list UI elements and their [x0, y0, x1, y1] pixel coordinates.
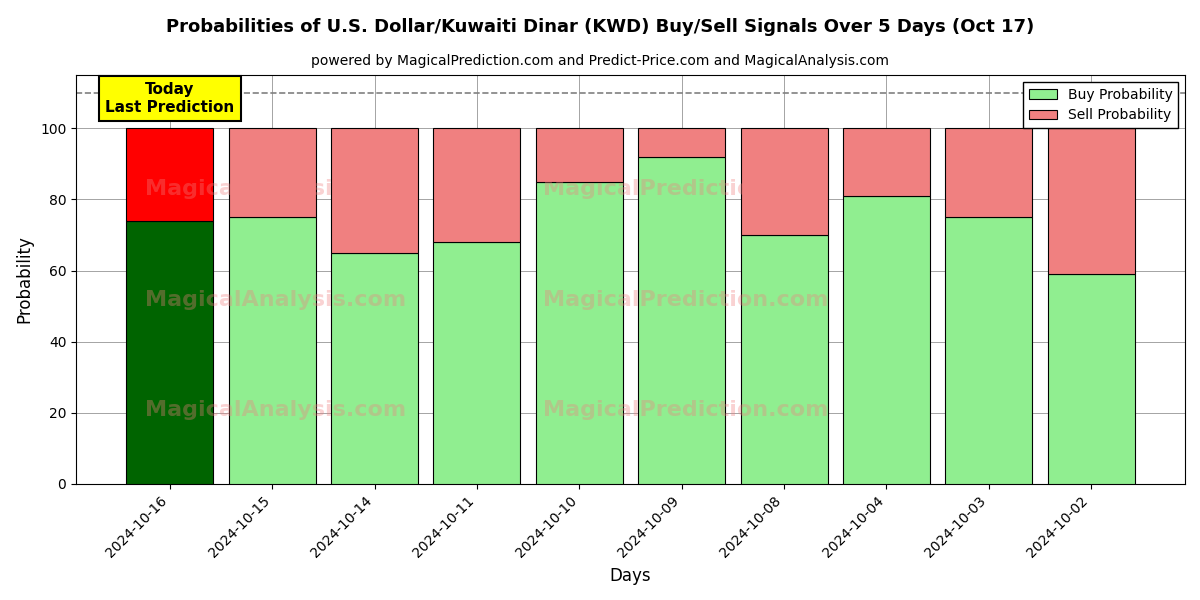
Text: MagicalPrediction.com: MagicalPrediction.com: [544, 400, 829, 420]
Bar: [740, 128, 828, 235]
Text: MagicalAnalysis.com: MagicalAnalysis.com: [145, 179, 407, 199]
Bar: [638, 157, 725, 484]
Bar: [1048, 274, 1134, 484]
Bar: [331, 253, 418, 484]
Text: MagicalAnalysis.com: MagicalAnalysis.com: [145, 290, 407, 310]
Text: MagicalAnalysis.com: MagicalAnalysis.com: [145, 400, 407, 420]
Bar: [433, 128, 521, 242]
Bar: [946, 128, 1032, 217]
Bar: [126, 128, 214, 221]
Bar: [126, 221, 214, 484]
Text: Probabilities of U.S. Dollar/Kuwaiti Dinar (KWD) Buy/Sell Signals Over 5 Days (O: Probabilities of U.S. Dollar/Kuwaiti Din…: [166, 18, 1034, 36]
Bar: [536, 128, 623, 182]
Bar: [229, 128, 316, 217]
Text: MagicalPrediction.com: MagicalPrediction.com: [544, 179, 829, 199]
Bar: [842, 128, 930, 196]
Bar: [331, 128, 418, 253]
Bar: [638, 128, 725, 157]
Legend: Buy Probability, Sell Probability: Buy Probability, Sell Probability: [1024, 82, 1178, 128]
Bar: [433, 242, 521, 484]
Bar: [229, 217, 316, 484]
Bar: [1048, 128, 1134, 274]
Text: powered by MagicalPrediction.com and Predict-Price.com and MagicalAnalysis.com: powered by MagicalPrediction.com and Pre…: [311, 54, 889, 68]
Text: MagicalPrediction.com: MagicalPrediction.com: [544, 290, 829, 310]
Text: Today
Last Prediction: Today Last Prediction: [106, 82, 234, 115]
Bar: [946, 217, 1032, 484]
X-axis label: Days: Days: [610, 567, 652, 585]
Bar: [536, 182, 623, 484]
Y-axis label: Probability: Probability: [14, 235, 32, 323]
Bar: [842, 196, 930, 484]
Bar: [740, 235, 828, 484]
